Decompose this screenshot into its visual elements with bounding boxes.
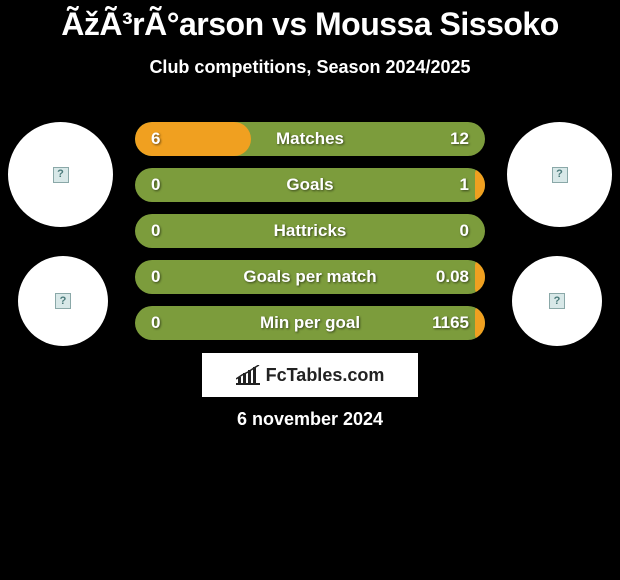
stat-label: Goals per match bbox=[195, 267, 425, 287]
credit-badge: FcTables.com bbox=[202, 353, 418, 397]
stats-panel: 6Matches120Goals10Hattricks00Goals per m… bbox=[135, 122, 485, 352]
image-placeholder-icon: ? bbox=[55, 293, 71, 309]
player1-avatar: ? bbox=[8, 122, 113, 227]
stat-left-value: 0 bbox=[135, 175, 195, 195]
stat-label: Min per goal bbox=[195, 313, 425, 333]
stat-right-value: 1165 bbox=[425, 313, 485, 333]
stat-left-value: 0 bbox=[135, 267, 195, 287]
stat-row: 0Goals per match0.08 bbox=[135, 260, 485, 294]
player2-club-badge: ? bbox=[512, 256, 602, 346]
image-placeholder-icon: ? bbox=[549, 293, 565, 309]
stat-right-value: 1 bbox=[425, 175, 485, 195]
page-title: ÃžÃ³rÃ°arson vs Moussa Sissoko bbox=[0, 0, 620, 43]
stat-left-value: 6 bbox=[135, 129, 195, 149]
stat-row: 0Hattricks0 bbox=[135, 214, 485, 248]
stat-right-value: 12 bbox=[425, 129, 485, 149]
stat-right-value: 0 bbox=[425, 221, 485, 241]
image-placeholder-icon: ? bbox=[552, 167, 568, 183]
stat-row: 0Goals1 bbox=[135, 168, 485, 202]
player2-avatar: ? bbox=[507, 122, 612, 227]
stat-left-value: 0 bbox=[135, 221, 195, 241]
player1-club-badge: ? bbox=[18, 256, 108, 346]
stat-left-value: 0 bbox=[135, 313, 195, 333]
stat-right-value: 0.08 bbox=[425, 267, 485, 287]
stat-row: 6Matches12 bbox=[135, 122, 485, 156]
stat-row: 0Min per goal1165 bbox=[135, 306, 485, 340]
stat-label: Hattricks bbox=[195, 221, 425, 241]
stat-label: Matches bbox=[195, 129, 425, 149]
image-placeholder-icon: ? bbox=[53, 167, 69, 183]
subtitle: Club competitions, Season 2024/2025 bbox=[0, 57, 620, 78]
credit-text: FcTables.com bbox=[266, 365, 385, 386]
date-label: 6 november 2024 bbox=[0, 409, 620, 430]
stat-label: Goals bbox=[195, 175, 425, 195]
chart-icon bbox=[236, 365, 260, 385]
